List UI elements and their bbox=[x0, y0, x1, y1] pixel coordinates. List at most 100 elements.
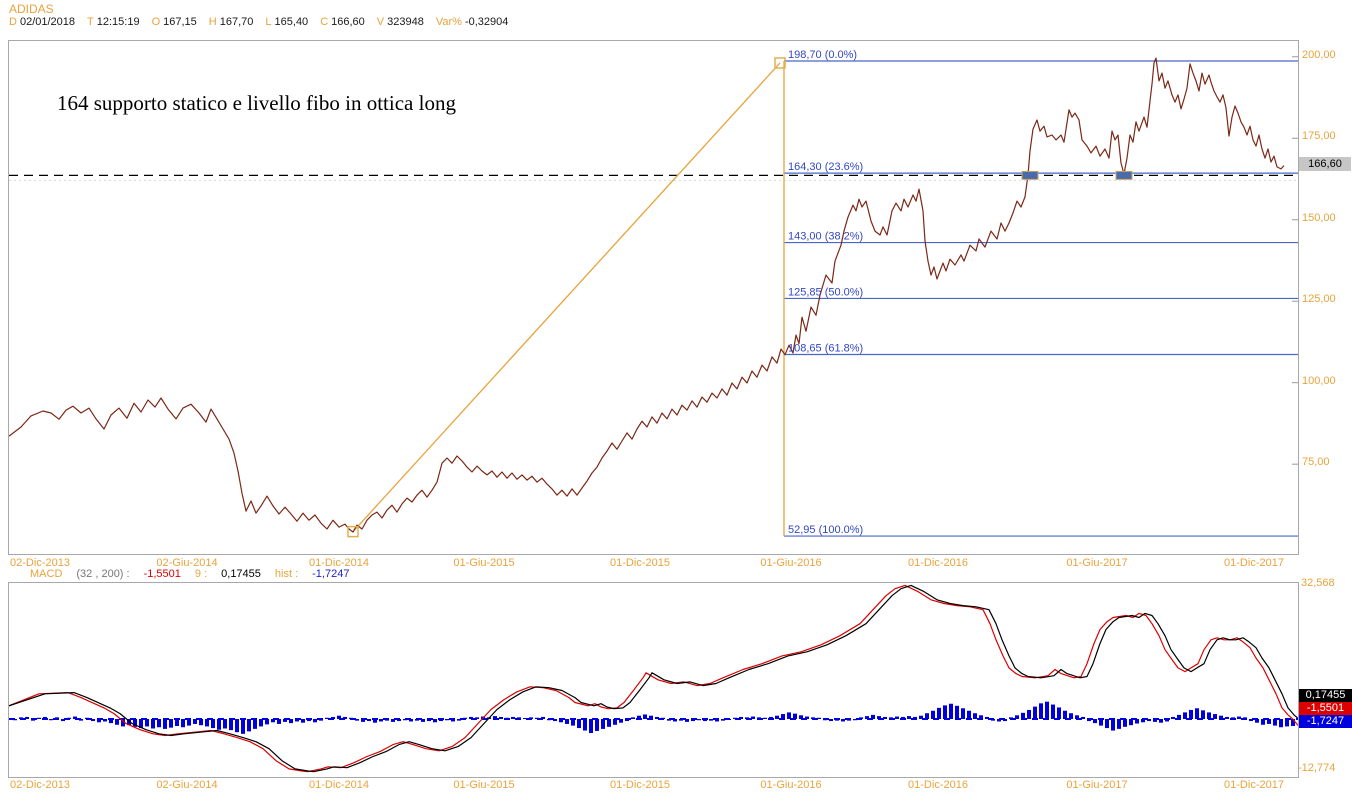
macd-histogram-bar bbox=[451, 719, 455, 722]
fib-level-label: 52,95 (100.0%) bbox=[788, 524, 863, 536]
macd-histogram-bar bbox=[1201, 710, 1205, 719]
macd-histogram-bar bbox=[601, 719, 605, 729]
macd-histogram-bar bbox=[97, 719, 101, 723]
macd-histogram-bar bbox=[277, 719, 281, 724]
date-axis-label: 01-Dic-2015 bbox=[610, 557, 670, 569]
macd-histogram-bar bbox=[541, 716, 545, 719]
macd-histogram-bar bbox=[391, 719, 395, 722]
price-chart-panel[interactable]: 198,70 (0.0%) 164,30 (23.6%) 143,00 (38.2%… bbox=[8, 40, 1299, 555]
macd-histogram-bar bbox=[1075, 715, 1079, 719]
macd-histogram-bar bbox=[235, 719, 239, 733]
macd-histogram-bar bbox=[685, 719, 689, 722]
macd-histogram-bar bbox=[1219, 715, 1223, 719]
macd-histogram-bar bbox=[637, 715, 641, 719]
date-axis-label: 02-Dic-2013 bbox=[10, 779, 70, 791]
date-axis-label: 01-Giu-2016 bbox=[760, 557, 822, 569]
macd-histogram-bar bbox=[343, 716, 347, 719]
macd-histogram-bar bbox=[397, 719, 401, 722]
macd-histogram-bar bbox=[841, 719, 845, 722]
date-axis-label: 01-Giu-2016 bbox=[760, 779, 822, 791]
date-axis-label: 01-Dic-2016 bbox=[908, 779, 968, 791]
macd-legend-item: (32 , 200) : bbox=[76, 568, 130, 580]
macd-histogram-bar bbox=[979, 715, 983, 719]
macd-histogram-bar bbox=[787, 712, 791, 719]
macd-histogram-bar bbox=[37, 717, 41, 719]
macd-histogram-bar bbox=[91, 719, 95, 722]
macd-histogram-bar bbox=[565, 719, 569, 724]
macd-histogram-bar bbox=[73, 716, 77, 719]
info-key: D bbox=[9, 16, 17, 28]
macd-histogram-bar bbox=[313, 719, 317, 723]
macd-histogram-bar bbox=[901, 716, 905, 719]
trend-handle-square[interactable] bbox=[774, 57, 786, 69]
macd-histogram-bar bbox=[145, 719, 149, 727]
macd-legend-item: -1,7247 bbox=[312, 568, 350, 580]
macd-legend: MACD (32 , 200) : -1,5501 9 : 0,17455 hist : -… bbox=[30, 568, 363, 580]
macd-legend-item: -1,5501 bbox=[143, 568, 181, 580]
macd-histogram-bar bbox=[25, 716, 29, 719]
macd-histogram-bar bbox=[469, 716, 473, 719]
macd-histogram-bar bbox=[307, 719, 311, 722]
trend-handle-square[interactable] bbox=[347, 525, 359, 538]
macd-chart[interactable] bbox=[9, 583, 1298, 777]
fib-level-label: 143,00 (38.2%) bbox=[788, 231, 863, 243]
price-x-axis: 02-Dic-2013 02-Giu-2014 01-Dic-2014 01-Giu-… bbox=[0, 557, 1352, 570]
price-chart[interactable]: 198,70 (0.0%) 164,30 (23.6%) 143,00 (38.2%… bbox=[9, 41, 1298, 554]
price-axis-label: 125,00 bbox=[1302, 293, 1336, 306]
info-value: 166,60 bbox=[331, 16, 365, 28]
info-key: V bbox=[376, 16, 385, 28]
date-axis-label: 01-Dic-2017 bbox=[1224, 779, 1284, 791]
macd-histogram-bar bbox=[217, 719, 221, 730]
support-touch-marker[interactable] bbox=[1021, 170, 1039, 180]
signal-line bbox=[9, 584, 1298, 773]
macd-histogram-bar bbox=[1141, 719, 1145, 723]
macd-histogram-bar bbox=[199, 719, 203, 726]
macd-legend-item: MACD bbox=[30, 568, 63, 580]
macd-histogram-bar bbox=[739, 716, 743, 719]
macd-histogram-bar bbox=[1255, 719, 1259, 723]
macd-histogram-bar bbox=[751, 716, 755, 719]
macd-histogram-bar bbox=[1123, 719, 1127, 727]
macd-histogram-bar bbox=[355, 719, 359, 721]
macd-histogram-bar bbox=[931, 710, 935, 719]
macd-histogram-bar bbox=[1087, 719, 1091, 722]
macd-histogram-bar bbox=[1267, 719, 1271, 724]
macd-histogram-bar bbox=[1237, 716, 1241, 719]
date-axis-label: 02-Giu-2014 bbox=[156, 557, 218, 569]
macd-histogram-bar bbox=[1099, 719, 1103, 726]
macd-histogram-bar bbox=[61, 719, 65, 722]
macd-histogram-bar bbox=[613, 719, 617, 725]
macd-histogram-bar bbox=[691, 719, 695, 722]
macd-histogram-bar bbox=[139, 719, 143, 729]
macd-histogram-bar bbox=[127, 719, 131, 726]
macd-histogram-bar bbox=[1063, 710, 1067, 719]
support-touch-marker[interactable] bbox=[1115, 170, 1133, 180]
last-price-label: 166,60 bbox=[1299, 156, 1351, 171]
macd-histogram-bar bbox=[289, 719, 293, 724]
macd-histogram-bar bbox=[121, 719, 125, 727]
macd-histogram-bar bbox=[49, 719, 53, 721]
macd-histogram-bar bbox=[43, 716, 47, 719]
fib-level-label: 108,65 (61.8%) bbox=[788, 342, 863, 354]
macd-histogram-bar bbox=[1171, 716, 1175, 719]
macd-histogram-bar bbox=[133, 719, 137, 727]
macd-legend-item: hist : bbox=[274, 568, 299, 580]
macd-histogram-bar bbox=[871, 714, 875, 719]
info-value: 12:15:19 bbox=[96, 16, 140, 28]
date-axis-label: 02-Giu-2014 bbox=[156, 779, 218, 791]
info-key: C bbox=[320, 16, 329, 28]
date-axis-label: 01-Giu-2017 bbox=[1066, 557, 1128, 569]
info-key: T bbox=[87, 16, 94, 28]
trend-line[interactable] bbox=[352, 62, 781, 533]
ohlc-info-bar: D 02/01/2018 T 12:15:19 O 167,15 H 167,70 L 165,4… bbox=[9, 16, 520, 28]
macd-histogram-bar bbox=[283, 719, 287, 722]
macd-histogram-bar bbox=[331, 716, 335, 719]
macd-histogram-bar bbox=[1015, 715, 1019, 719]
chart-annotation-text[interactable]: 164 supporto statico e livello fibo in o… bbox=[57, 91, 456, 115]
macd-value-box: -1,7247 bbox=[1299, 715, 1352, 728]
macd-histogram-bar bbox=[643, 714, 647, 719]
macd-chart-panel[interactable] bbox=[8, 582, 1299, 778]
macd-legend-item: 9 : bbox=[194, 568, 208, 580]
macd-histogram-bar bbox=[703, 719, 707, 722]
